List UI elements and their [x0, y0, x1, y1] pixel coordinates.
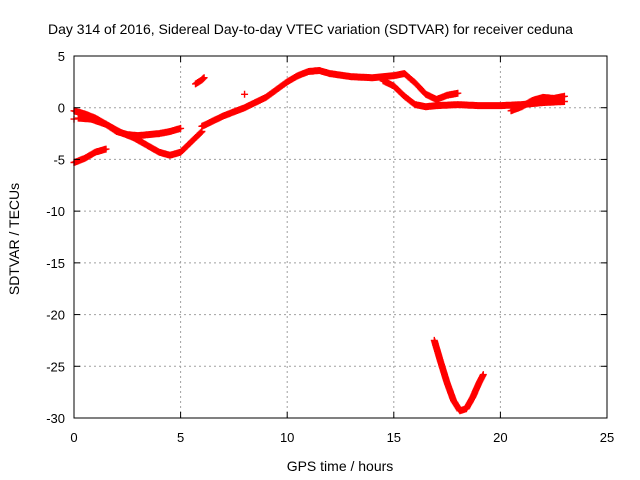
gridlines	[74, 56, 607, 418]
x-tick-label: 10	[280, 430, 294, 445]
x-tick-label: 5	[177, 430, 184, 445]
series-markers	[507, 92, 568, 115]
series-markers	[198, 67, 462, 130]
x-tick-label: 0	[70, 430, 77, 445]
data-points	[70, 67, 568, 415]
y-tick-label: 5	[58, 49, 65, 64]
chart-title: Day 314 of 2016, Sidereal Day-to-day VTE…	[48, 21, 573, 37]
series-markers	[192, 74, 208, 88]
y-tick-label: -5	[53, 152, 65, 167]
y-axis-title: SDTVAR / TECUs	[6, 183, 22, 295]
series-markers	[430, 336, 487, 415]
series-track-fragment	[192, 74, 208, 88]
x-tick-label: 20	[493, 430, 507, 445]
x-tick-label: 25	[600, 430, 614, 445]
series-markers	[379, 77, 568, 111]
y-tick-label: -30	[46, 411, 65, 426]
x-tick-label: 15	[387, 430, 401, 445]
data-point	[241, 90, 249, 98]
plot-frame	[73, 55, 608, 419]
series-track-low	[70, 145, 110, 166]
y-tick-label: -25	[46, 359, 65, 374]
y-tick-label: -10	[46, 204, 65, 219]
x-axis-title: GPS time / hours	[287, 458, 394, 474]
tick-labels: 0 5 10 15 20 25 5 0 -5 -10 -15 -20 -25 -30	[46, 49, 614, 445]
series-track-deep	[430, 336, 487, 415]
y-tick-label: 0	[58, 101, 65, 116]
y-tick-label: -15	[46, 256, 65, 271]
series-markers	[74, 114, 206, 159]
series-track-dip	[74, 114, 206, 159]
y-tick-label: -20	[46, 308, 65, 323]
series-track-tail	[507, 92, 568, 115]
tick-marks	[73, 55, 608, 419]
series-track-rise	[198, 67, 462, 130]
series-markers	[70, 145, 110, 166]
series-track-branch	[379, 77, 568, 111]
